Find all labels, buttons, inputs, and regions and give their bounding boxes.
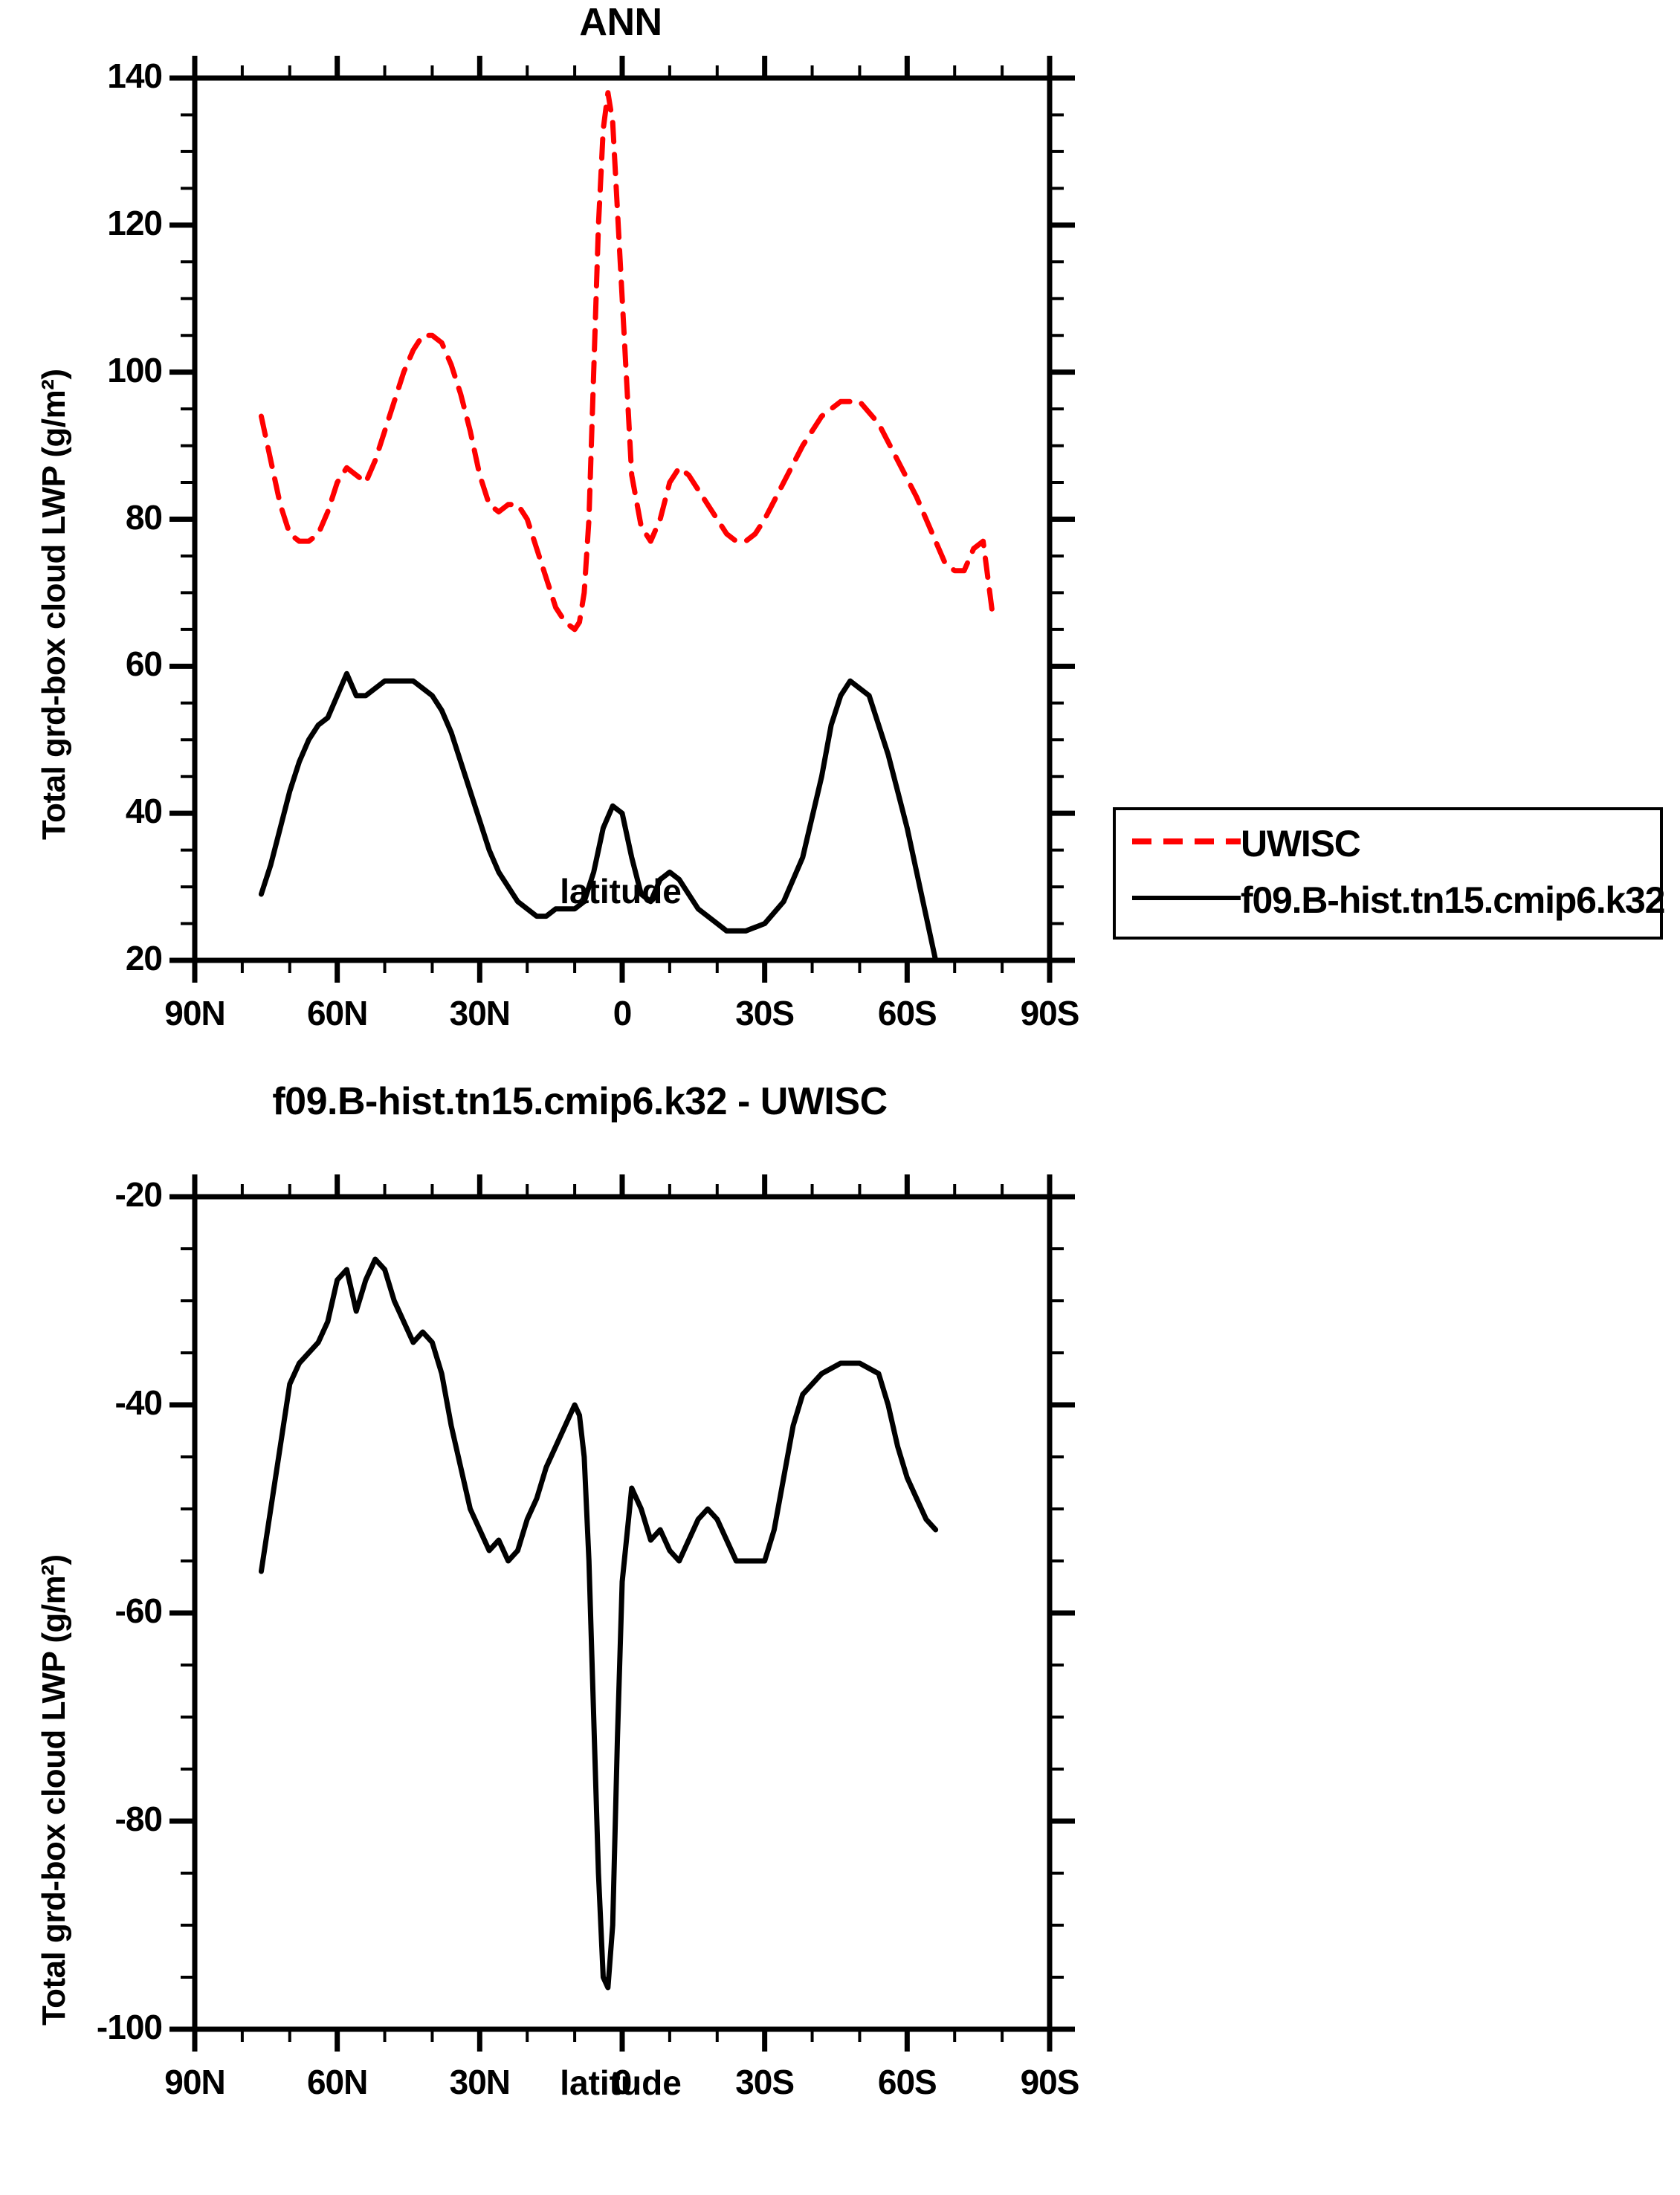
x-tick-label: 60S xyxy=(877,2063,937,2101)
legend-entry-uwisc[interactable]: UWISC xyxy=(1116,816,1660,870)
x-axis-label-bottom: latitude xyxy=(560,2063,682,2102)
x-tick-label: 30N xyxy=(449,994,511,1032)
x-tick-label: 0 xyxy=(613,994,633,1032)
plot-area-top xyxy=(169,56,1075,983)
y-tick-label: 60 xyxy=(125,644,163,684)
legend-entry-model[interactable]: f09.B-hist.tn15.cmip6.k32 xyxy=(1116,873,1665,926)
x-tick-label: 30S xyxy=(735,2063,795,2101)
x-tick-label: 90N xyxy=(164,2063,225,2101)
legend-label-uwisc: UWISC xyxy=(1241,823,1361,864)
series-line-1 xyxy=(258,1256,939,1991)
y-tick-label: 80 xyxy=(125,497,163,537)
chart-panel-difference: f09.B-hist.tn15.cmip6.k32 - UWISC Total … xyxy=(0,1070,1115,2195)
difference-title: f09.B-hist.tn15.cmip6.k32 - UWISC xyxy=(272,1080,888,1123)
series-line-2 xyxy=(258,670,939,960)
y-tick-label: -80 xyxy=(114,1800,163,1838)
x-tick-label: 90N xyxy=(164,994,225,1032)
page-title: ANN xyxy=(579,1,662,44)
x-tick-label: 60S xyxy=(877,994,937,1032)
y-tick-label: -100 xyxy=(96,2008,163,2046)
y-tick-label: -40 xyxy=(114,1383,163,1422)
y-tick-label: 20 xyxy=(125,939,163,977)
y-tick-label: 120 xyxy=(107,203,163,242)
x-tick-label: 30S xyxy=(735,994,795,1032)
legend-label-model: f09.B-hist.tn15.cmip6.k32 xyxy=(1241,879,1665,921)
y-tick-label: -20 xyxy=(114,1175,163,1214)
y-tick-label: -60 xyxy=(114,1591,163,1630)
series-line-1 xyxy=(258,90,995,633)
x-tick-label: 90S xyxy=(1020,2063,1080,2101)
dashed-line-swatch-icon xyxy=(1132,838,1241,844)
plot-area-bottom xyxy=(169,1174,1075,2052)
chart-panel-ann: ANN Total grd-box cloud LWP (g/m²) latit… xyxy=(0,0,1115,1070)
x-tick-label: 90S xyxy=(1020,994,1080,1032)
x-tick-label: 0 xyxy=(613,2063,633,2101)
solid-line-swatch-icon xyxy=(1132,896,1241,900)
y-tick-label: 100 xyxy=(107,350,163,389)
y-tick-label: 40 xyxy=(125,792,163,831)
x-tick-label: 60N xyxy=(306,994,368,1032)
legend-box: UWISC f09.B-hist.tn15.cmip6.k32 xyxy=(1113,807,1665,940)
x-tick-label: 60N xyxy=(306,2063,368,2101)
x-tick-label: 30N xyxy=(449,2063,511,2101)
y-tick-label: 140 xyxy=(107,56,163,95)
